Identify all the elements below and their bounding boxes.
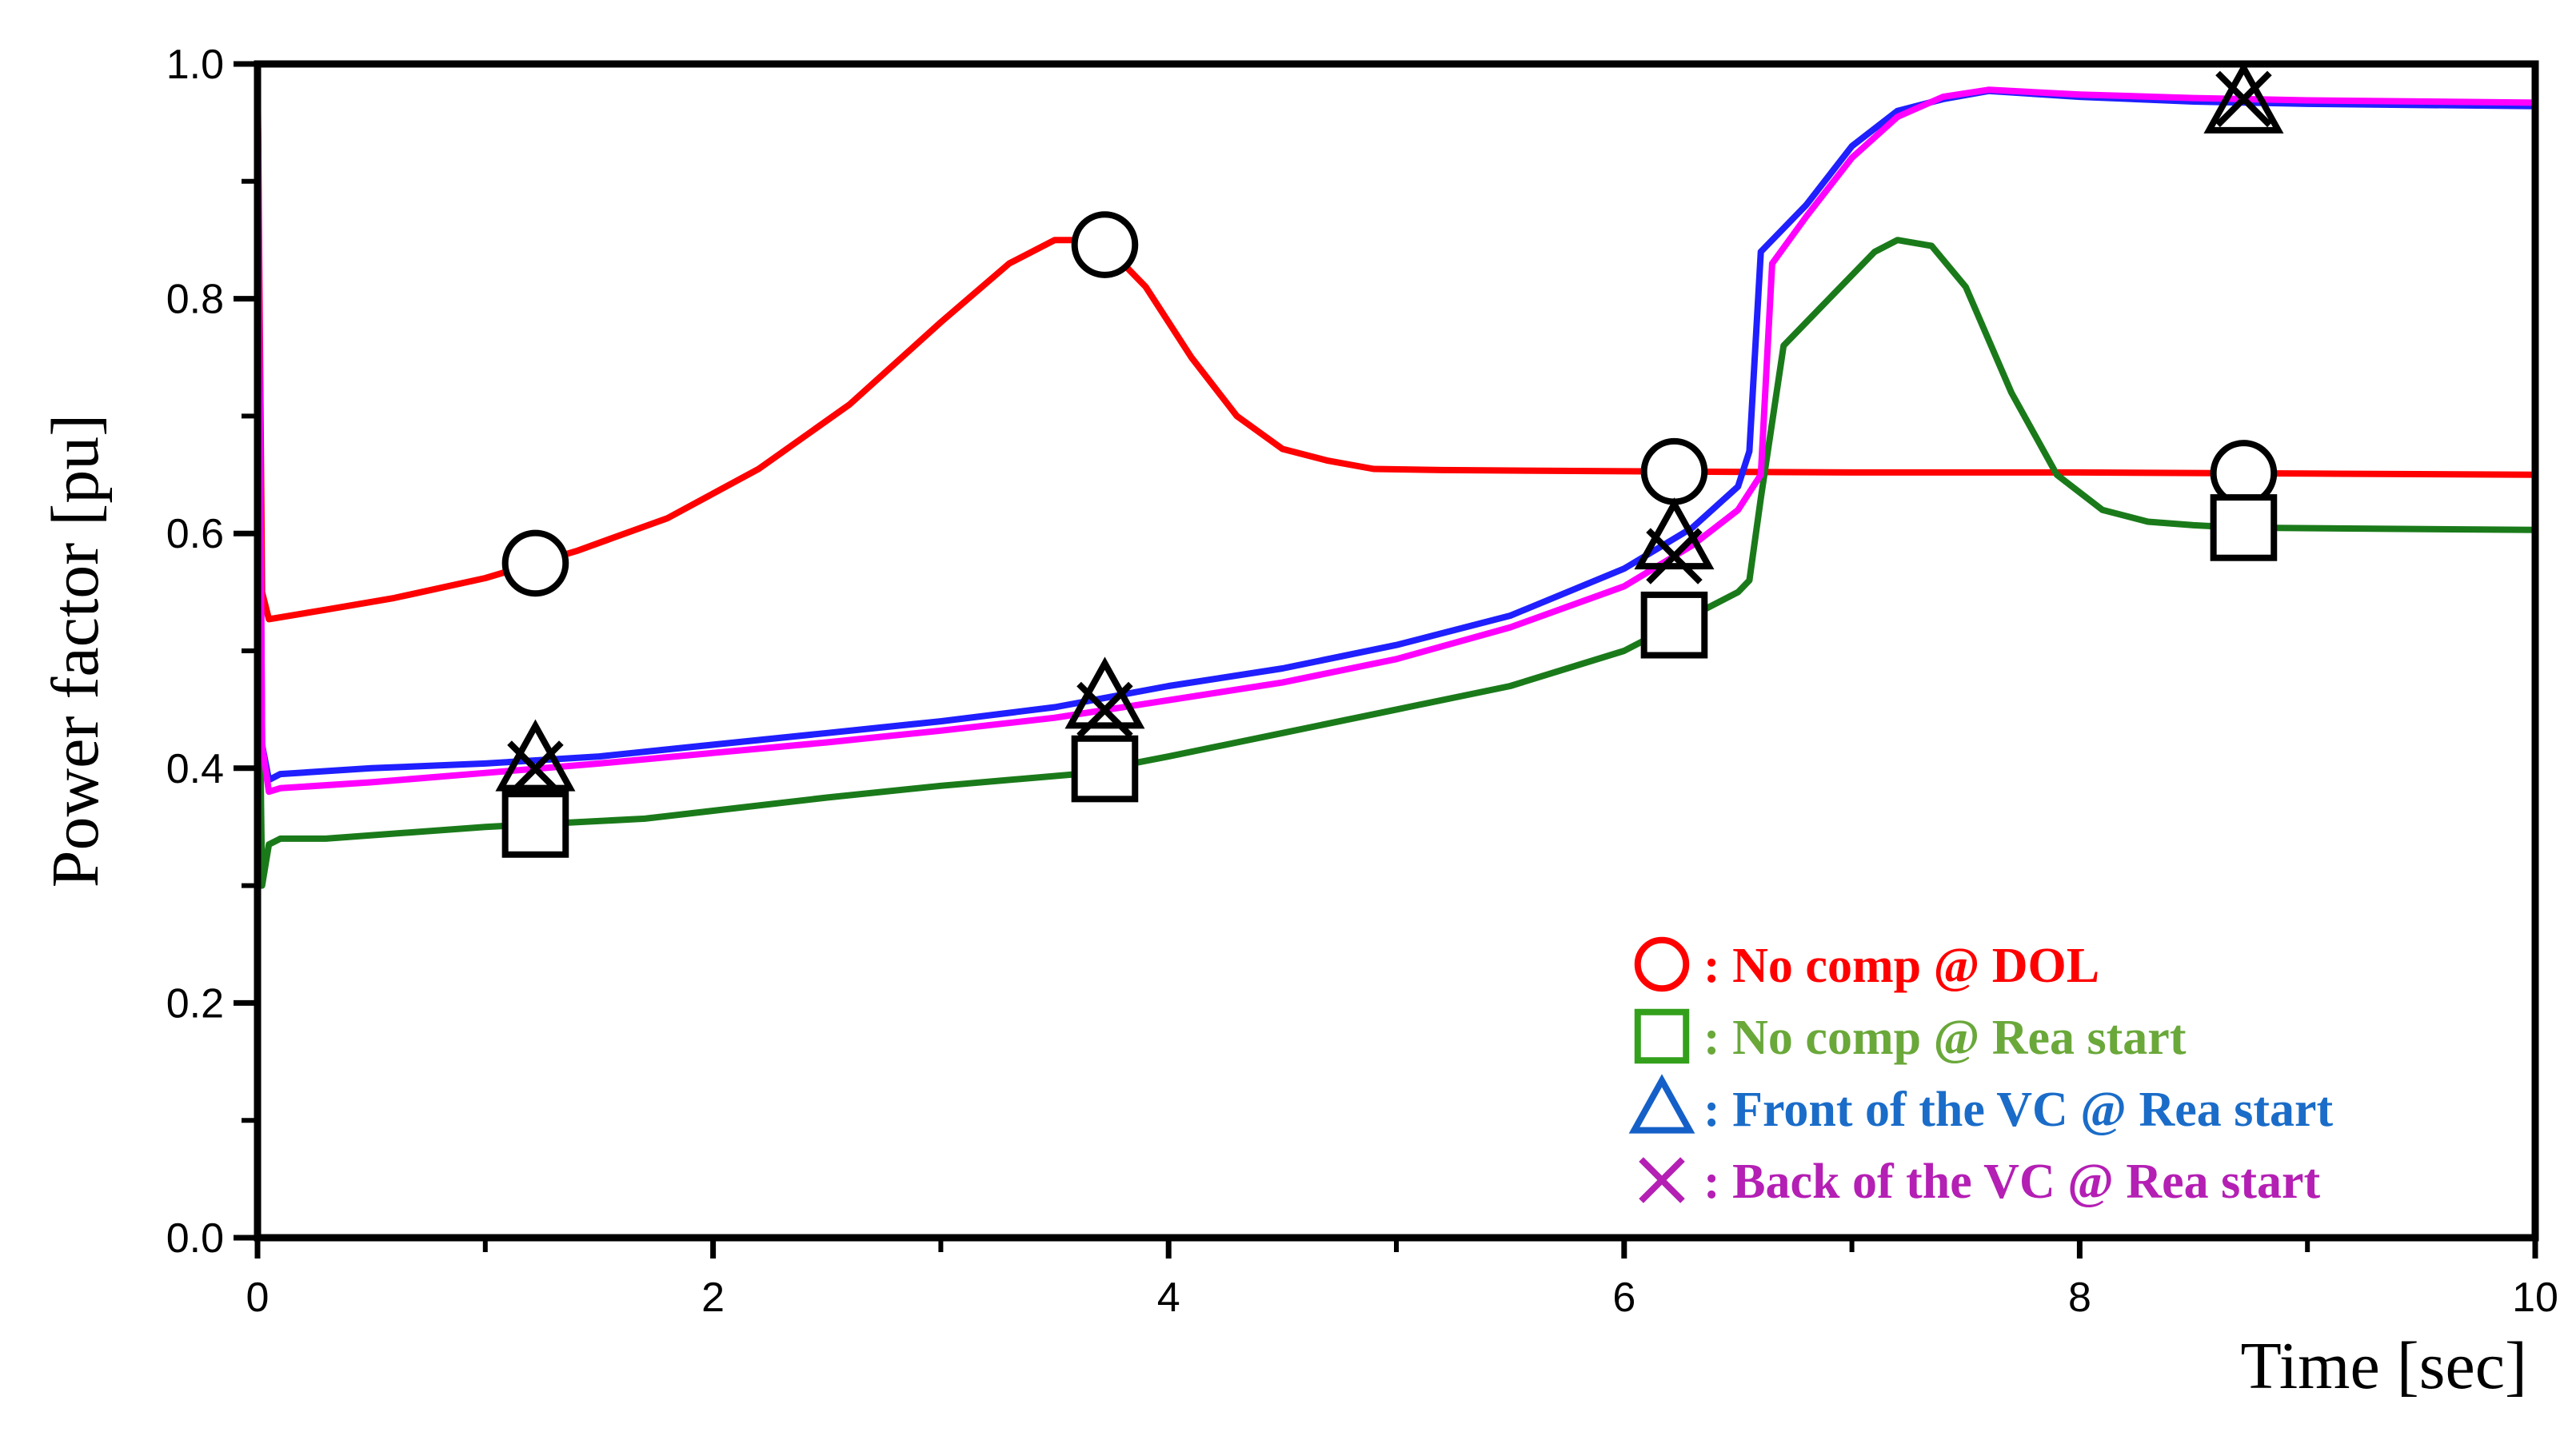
legend-symbol-circle xyxy=(1634,936,1690,992)
series-line-4 xyxy=(254,61,2538,796)
data-marker-triangle xyxy=(2203,61,2284,134)
x-axis-title: Time [sec] xyxy=(2240,1329,2527,1403)
data-marker-triangle xyxy=(495,719,576,792)
data-marker-cross xyxy=(1646,528,1703,584)
y-tick-label: 1.0 xyxy=(166,42,224,88)
y-tick-label: 0.6 xyxy=(166,511,224,557)
legend-symbol-triangle xyxy=(1628,1074,1695,1134)
y-tick-label: 0.8 xyxy=(166,277,224,323)
y-tick-label: 0.4 xyxy=(166,746,224,792)
x-tick-label: 0 xyxy=(246,1274,270,1321)
data-marker-square xyxy=(2210,494,2278,561)
y-axis-title: Power factor [pu] xyxy=(38,414,113,888)
data-marker-square xyxy=(501,791,569,858)
legend-symbol-cross xyxy=(1639,1157,1685,1203)
x-tick-label: 4 xyxy=(1157,1274,1180,1321)
data-marker-square xyxy=(1071,735,1139,803)
data-marker-cross xyxy=(1076,681,1133,739)
data-marker-circle xyxy=(1640,437,1708,505)
y-tick-label: 0.2 xyxy=(166,980,224,1027)
legend-entry-2: : No comp @ Rea start xyxy=(1703,1011,2187,1065)
x-axis-ticks: 0 2 4 6 8 10 xyxy=(246,1238,2558,1321)
data-marker-square xyxy=(1640,591,1708,659)
data-marker-circle xyxy=(1071,211,1139,278)
x-tick-label: 8 xyxy=(2068,1274,2091,1321)
y-axis-ticks: 0.0 0.2 0.4 0.6 0.8 1.0 xyxy=(166,42,258,1262)
data-marker-cross xyxy=(507,740,564,797)
legend-entry-1: : No comp @ DOL xyxy=(1703,939,2099,993)
series-markers xyxy=(495,61,2284,858)
data-marker-cross xyxy=(2215,70,2272,128)
data-marker-circle xyxy=(501,529,569,597)
legend-entry-3: : Front of the VC @ Rea start xyxy=(1703,1083,2334,1137)
legend-entry-4: : Back of the VC @ Rea start xyxy=(1703,1155,2320,1209)
legend: : No comp @ DOL : No comp @ Rea start : Fr… xyxy=(1628,936,2334,1209)
y-tick-label: 0.0 xyxy=(166,1215,224,1262)
x-tick-label: 2 xyxy=(701,1274,725,1321)
x-tick-label: 6 xyxy=(1612,1274,1635,1321)
legend-symbol-square xyxy=(1634,1008,1690,1064)
x-tick-label: 10 xyxy=(2512,1274,2558,1321)
